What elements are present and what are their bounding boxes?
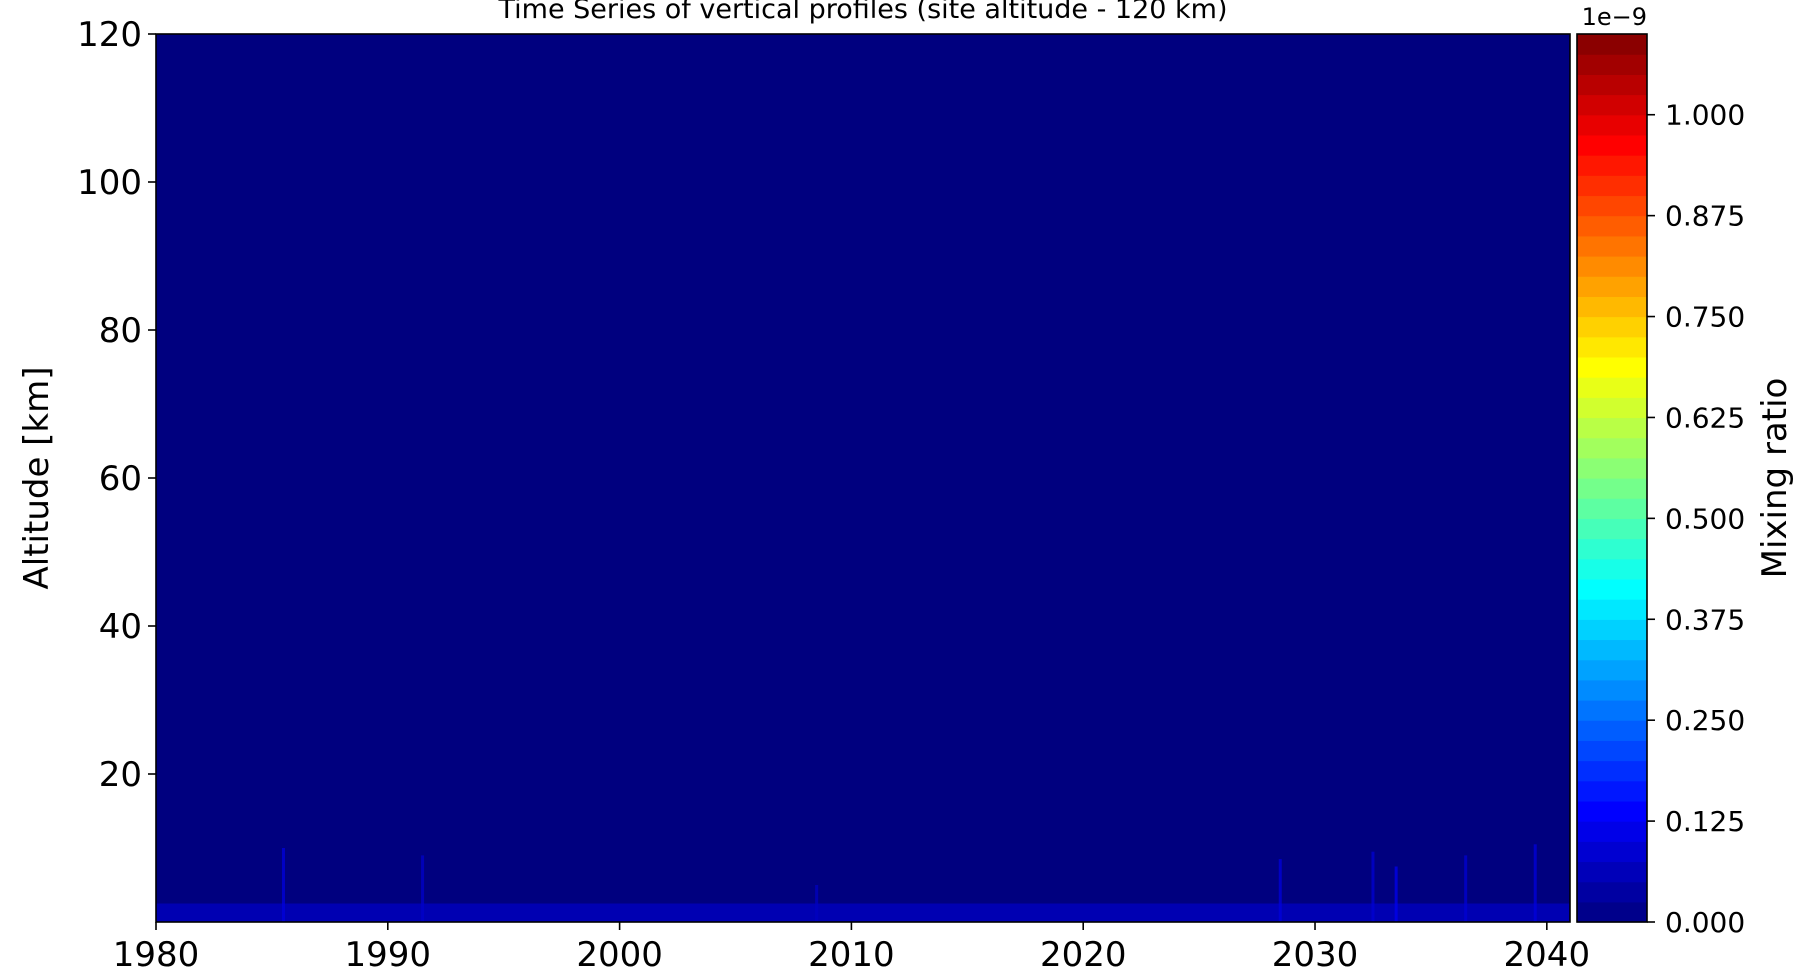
colorbar-label: Mixing ratio (1755, 378, 1795, 579)
colorbar-tick-label: 0.875 (1665, 200, 1745, 233)
colorbar-frame (1576, 33, 1648, 923)
colorbar-band (1577, 397, 1647, 419)
profile-spike (421, 855, 425, 922)
profile-spike (1278, 859, 1282, 922)
colorbar-band (1577, 659, 1647, 681)
colorbar-band (1577, 155, 1647, 176)
colorbar-band (1577, 34, 1647, 55)
colorbar-band (1577, 578, 1647, 600)
x-tick-label: 1980 (113, 935, 200, 975)
colorbar-band (1577, 901, 1647, 923)
y-tick-label: 40 (99, 607, 142, 647)
colorbar-band (1577, 134, 1647, 156)
colorbar-band (1577, 780, 1647, 802)
profile-spike (1533, 844, 1537, 922)
colorbar-band (1577, 437, 1647, 459)
profile-spike (281, 848, 285, 922)
y-tick-label: 60 (99, 459, 142, 499)
y-tick-label: 120 (77, 15, 142, 55)
colorbar-band (1577, 417, 1647, 439)
colorbar-band (1577, 195, 1647, 217)
colorbar-band (1577, 457, 1647, 479)
colorbar-band (1577, 760, 1647, 782)
colorbar-band (1577, 700, 1647, 721)
plot-area (155, 33, 1571, 923)
colorbar-band (1577, 336, 1647, 358)
colorbar-tick-label: 1.000 (1665, 99, 1745, 132)
colorbar-band (1577, 74, 1647, 96)
colorbar-band (1577, 821, 1647, 842)
colorbar-band (1577, 316, 1647, 338)
colorbar-band (1577, 720, 1647, 741)
colorbar-band (1577, 256, 1647, 277)
colorbar-band (1577, 356, 1647, 378)
colorbar: 0.000 0.125 0.250 0.375 0.500 0.625 0.750 0.875… (1576, 3, 1795, 939)
colorbar-band (1577, 276, 1647, 297)
x-tick-label: 2010 (808, 935, 895, 975)
x-tick-label: 1990 (345, 935, 432, 975)
colorbar-band (1577, 377, 1647, 398)
colorbar-band (1577, 599, 1647, 620)
y-tick-label: 80 (99, 311, 142, 351)
colorbar-band (1577, 296, 1647, 318)
colorbar-band (1577, 54, 1647, 75)
x-tick-label: 2030 (1272, 935, 1359, 975)
colorbar-tick-label: 0.375 (1665, 603, 1745, 636)
profile-spike (1371, 851, 1375, 922)
y-axis: 20 40 60 80 100 120 (77, 15, 156, 795)
colorbar-band (1577, 538, 1647, 560)
profile-spike (1464, 855, 1468, 922)
profile-spike (815, 885, 819, 922)
colorbar-band (1577, 235, 1647, 257)
colorbar-band (1577, 498, 1647, 519)
colorbar-band (1577, 841, 1647, 863)
colorbar-offset-text: 1e−9 (1582, 3, 1647, 31)
colorbar-band (1577, 861, 1647, 883)
heatmap-background (156, 34, 1570, 922)
y-tick-label: 20 (99, 755, 142, 795)
colorbar-tick-label: 0.625 (1665, 401, 1745, 434)
colorbar-band (1577, 881, 1647, 903)
colorbar-tick-label: 0.500 (1665, 502, 1745, 535)
colorbar-band (1577, 175, 1647, 197)
colorbar-band (1577, 619, 1647, 641)
colorbar-band (1577, 215, 1647, 237)
x-tick-label: 2000 (576, 935, 663, 975)
colorbar-tick-label: 0.125 (1665, 805, 1745, 838)
surface-layer (156, 903, 1570, 922)
heatmap-features (156, 844, 1570, 922)
x-tick-label: 2020 (1040, 935, 1127, 975)
profile-spike (1394, 866, 1398, 922)
y-tick-label: 100 (77, 163, 142, 203)
y-axis-label: Altitude [km] (17, 366, 57, 589)
chart-title: Time Series of vertical profiles (site a… (497, 0, 1227, 25)
colorbar-band (1577, 94, 1647, 116)
colorbar-bands (1577, 34, 1647, 923)
colorbar-tick-label: 0.000 (1665, 906, 1745, 939)
colorbar-band (1577, 740, 1647, 762)
colorbar-band (1577, 800, 1647, 822)
colorbar-tick-label: 0.250 (1665, 704, 1745, 737)
colorbar-band (1577, 518, 1647, 540)
colorbar-band (1577, 639, 1647, 661)
colorbar-tick-label: 0.750 (1665, 301, 1745, 334)
colorbar-ticks: 0.000 0.125 0.250 0.375 0.500 0.625 0.750 0.875… (1647, 99, 1745, 939)
colorbar-band (1577, 679, 1647, 701)
x-axis: 1980 1990 2000 2010 2020 2030 2040 (113, 922, 1590, 975)
colorbar-band (1577, 114, 1647, 136)
colorbar-band (1577, 558, 1647, 580)
colorbar-band (1577, 478, 1647, 499)
x-tick-label: 2040 (1504, 935, 1591, 975)
